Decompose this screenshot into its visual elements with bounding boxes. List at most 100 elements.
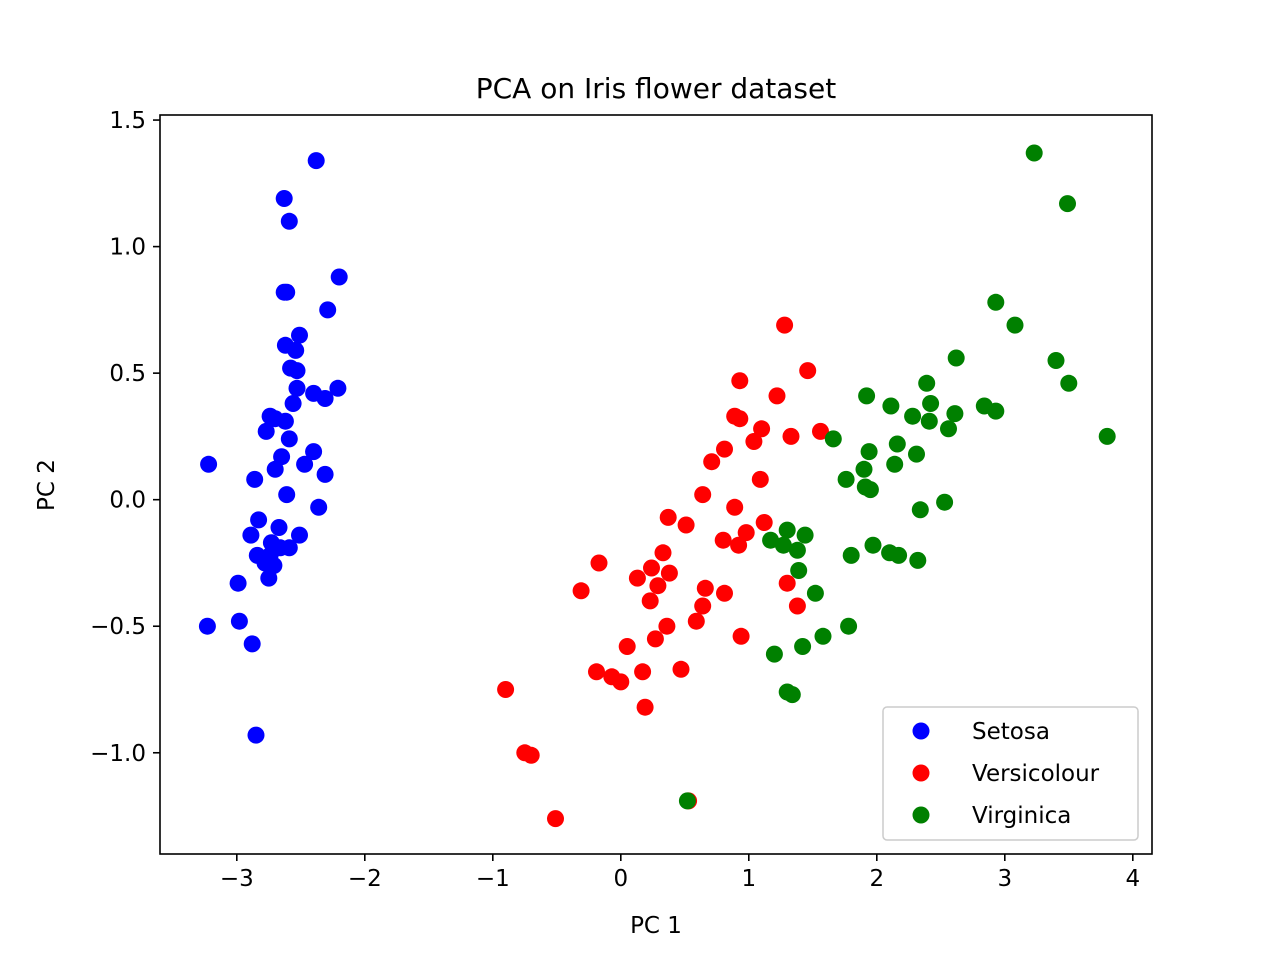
y-tick-label: 1.0 xyxy=(109,235,146,261)
y-tick-label: 0.0 xyxy=(109,488,146,514)
data-point xyxy=(716,584,733,602)
data-point xyxy=(628,569,646,587)
y-axis-label: PC 2 xyxy=(34,459,60,511)
data-point xyxy=(1006,316,1024,334)
data-point xyxy=(788,597,806,615)
data-point xyxy=(660,564,678,582)
data-point xyxy=(618,638,636,655)
data-point xyxy=(588,663,605,681)
data-point xyxy=(612,673,630,691)
data-point xyxy=(305,443,323,461)
data-point xyxy=(291,326,308,344)
data-point xyxy=(257,422,275,440)
data-point xyxy=(824,430,842,448)
data-point xyxy=(658,617,676,635)
data-point xyxy=(649,577,667,595)
data-point xyxy=(840,617,858,635)
data-point xyxy=(198,617,216,635)
data-point xyxy=(643,559,660,577)
data-point xyxy=(908,445,925,463)
data-point xyxy=(806,584,824,602)
data-point xyxy=(788,541,806,559)
legend-box xyxy=(882,706,1139,841)
data-point xyxy=(694,486,712,504)
data-point xyxy=(765,645,783,663)
data-point xyxy=(280,212,298,230)
data-point xyxy=(762,531,780,549)
data-point xyxy=(229,574,247,592)
data-point xyxy=(270,519,288,536)
data-point xyxy=(288,362,306,380)
data-point xyxy=(799,362,817,380)
legend: Setosa Versicolour Virginica xyxy=(882,706,1139,841)
data-point xyxy=(716,440,733,458)
data-point xyxy=(316,465,334,483)
series-setosa xyxy=(198,152,348,744)
data-point xyxy=(522,746,540,764)
x-tick-label: −1 xyxy=(476,866,510,892)
data-point xyxy=(920,412,938,430)
points-layer xyxy=(198,144,1116,828)
data-point xyxy=(1098,427,1116,445)
plot-area-frame xyxy=(159,114,1153,855)
data-point xyxy=(745,433,763,450)
y-axis: −1.0 −0.5 0.0 0.5 1.0 1.5 xyxy=(90,108,160,767)
data-point xyxy=(694,597,712,615)
data-point xyxy=(247,726,265,744)
data-point xyxy=(646,630,664,648)
x-tick-label: 2 xyxy=(869,866,884,892)
data-point xyxy=(776,316,794,334)
data-point xyxy=(1060,374,1078,392)
x-tick-label: 1 xyxy=(741,866,756,892)
data-point xyxy=(886,455,904,473)
x-axis: −3 −2 −1 0 1 2 3 4 xyxy=(220,854,1140,892)
legend-label-versicolour: Versicolour xyxy=(972,761,1100,787)
x-tick-label: 4 xyxy=(1125,866,1140,892)
data-point xyxy=(696,579,714,597)
data-point xyxy=(774,536,792,554)
legend-marker-virginica xyxy=(912,806,930,824)
data-point xyxy=(260,569,278,587)
data-point xyxy=(947,349,965,367)
data-point xyxy=(284,395,302,412)
y-tick-label: −0.5 xyxy=(90,614,146,640)
y-tick-label: 1.5 xyxy=(109,108,146,134)
data-point xyxy=(1059,195,1076,213)
data-point xyxy=(672,660,690,678)
legend-label-virginica: Virginica xyxy=(972,803,1071,829)
data-point xyxy=(911,501,929,519)
data-point xyxy=(316,390,334,407)
data-point xyxy=(737,524,755,542)
data-point xyxy=(497,681,515,698)
data-point xyxy=(987,293,1005,311)
data-point xyxy=(590,554,608,572)
data-point xyxy=(288,379,306,397)
data-point xyxy=(726,498,744,516)
data-point xyxy=(732,627,750,645)
data-point xyxy=(654,544,672,562)
series-virginica xyxy=(678,144,1116,810)
data-point xyxy=(307,152,325,170)
data-point xyxy=(837,470,855,488)
x-tick-label: −2 xyxy=(348,866,382,892)
data-point xyxy=(200,455,218,473)
data-point xyxy=(794,638,812,655)
data-point xyxy=(687,612,705,630)
chart-title: PCA on Iris flower dataset xyxy=(476,72,836,105)
legend-label-setosa: Setosa xyxy=(972,719,1050,745)
data-point xyxy=(842,546,860,564)
data-point xyxy=(936,493,954,511)
data-point xyxy=(796,526,814,544)
data-point xyxy=(280,430,298,448)
legend-marker-versicolour xyxy=(912,764,930,782)
data-point xyxy=(778,574,796,592)
data-point xyxy=(641,592,659,610)
legend-marker-setosa xyxy=(912,722,930,740)
x-tick-label: −3 xyxy=(220,866,254,892)
data-point xyxy=(296,455,314,473)
data-point xyxy=(636,698,654,716)
data-point xyxy=(547,810,564,828)
data-point xyxy=(703,453,721,471)
legend-items: Setosa Versicolour Virginica xyxy=(912,719,1100,829)
